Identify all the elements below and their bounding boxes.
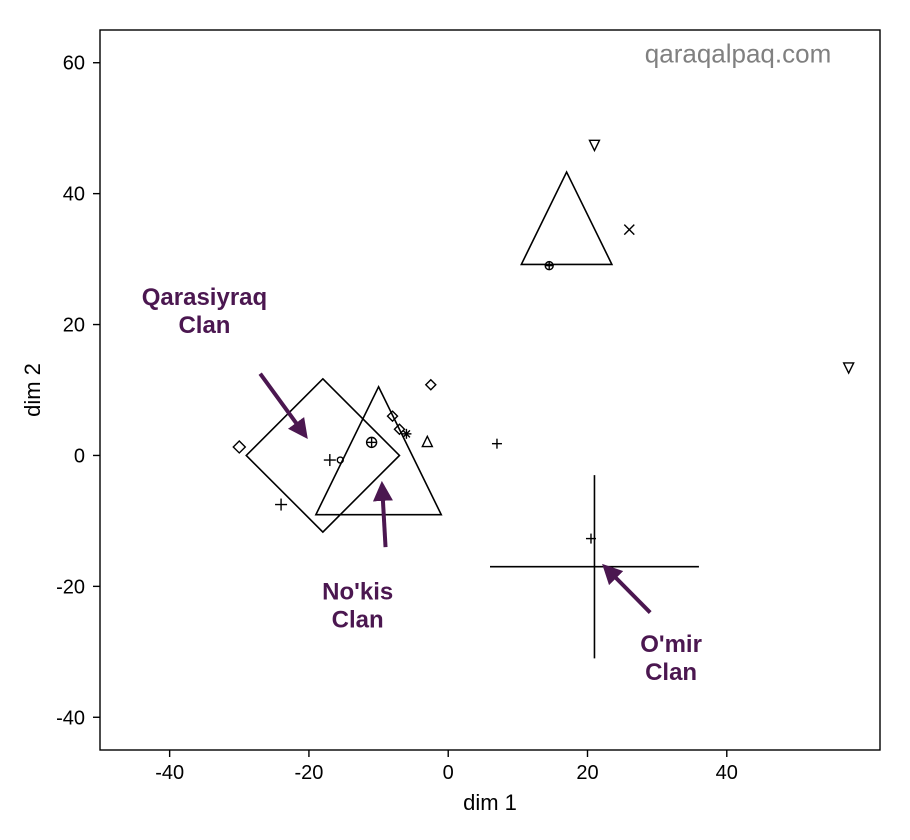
y-tick-label: 20 bbox=[63, 315, 85, 337]
x-tick-label: -20 bbox=[294, 762, 323, 784]
x-tick-label: 20 bbox=[576, 762, 598, 784]
x-tick-label: 0 bbox=[443, 762, 454, 784]
y-tick-label: 40 bbox=[63, 184, 85, 206]
annotation-label: O'mirClan bbox=[640, 631, 702, 686]
y-tick-label: 0 bbox=[74, 445, 85, 467]
y-axis-label: dim 2 bbox=[20, 363, 45, 417]
y-tick-label: 60 bbox=[63, 53, 85, 75]
scatter-chart: -40 -20 0 20 40 -40 -20 0 20 40 60 dim 1 dim 2 qaraqa… bbox=[0, 0, 910, 840]
chart-svg: -40 -20 0 20 40 -40 -20 0 20 40 60 dim 1 dim 2 qaraqa… bbox=[0, 0, 910, 840]
y-tick-label: -20 bbox=[56, 576, 85, 598]
watermark: qaraqalpaq.com bbox=[645, 39, 831, 69]
x-axis-label: dim 1 bbox=[463, 790, 517, 815]
x-tick-label: 40 bbox=[716, 762, 738, 784]
y-tick-label: -40 bbox=[56, 707, 85, 729]
annotation-label: No'kisClan bbox=[322, 578, 393, 633]
x-tick-label: -40 bbox=[155, 762, 184, 784]
chart-bg bbox=[0, 0, 910, 840]
